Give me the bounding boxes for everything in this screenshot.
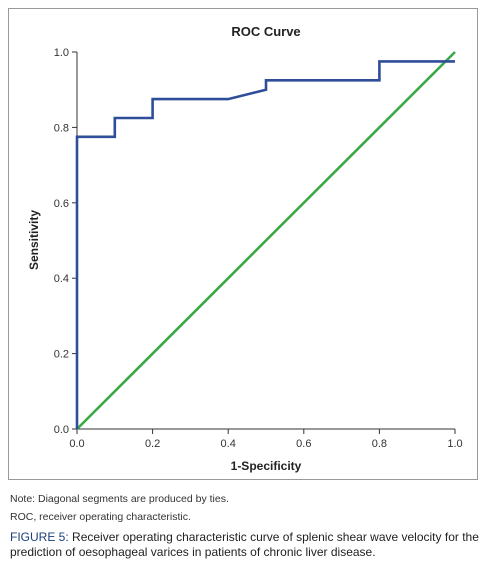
x-tick-label: 0.4 [221, 438, 236, 450]
x-tick-label: 0.2 [145, 438, 160, 450]
y-axis-label: Sensitivity [27, 210, 41, 270]
figure-caption: FIGURE 5: Receiver operating characteris… [10, 530, 480, 560]
reference-diagonal-line [76, 51, 456, 430]
y-tick-label: 0.2 [54, 349, 69, 361]
roc-curve-line [75, 60, 455, 429]
x-axis-label: 1-Specificity [231, 459, 302, 473]
roc-chart: ROC Curve Sensitivity 1-Specificity 0.00… [27, 24, 463, 473]
caption-label: FIGURE 5: [10, 530, 69, 544]
x-tick-label: 0.6 [296, 438, 311, 450]
y-tick-label: 1.0 [54, 47, 69, 59]
note-abbreviation: ROC, receiver operating characteristic. [10, 511, 191, 523]
x-tick-label: 0.0 [69, 438, 84, 450]
caption-text: Receiver operating characteristic curve … [10, 530, 479, 559]
figure-notes: Note: Diagonal segments are produced by … [10, 490, 480, 526]
x-tick-label: 1.0 [447, 438, 462, 450]
chart-title: ROC Curve [231, 24, 300, 39]
y-tick-label: 0.8 [54, 122, 69, 134]
y-tick-label: 0.6 [54, 198, 69, 210]
y-tick-label: 0.4 [54, 273, 69, 285]
figure-frame [8, 8, 478, 480]
y-tick-label: 0.0 [54, 424, 69, 436]
x-tick-label: 0.8 [372, 438, 387, 450]
note-ties: Note: Diagonal segments are produced by … [10, 493, 229, 505]
